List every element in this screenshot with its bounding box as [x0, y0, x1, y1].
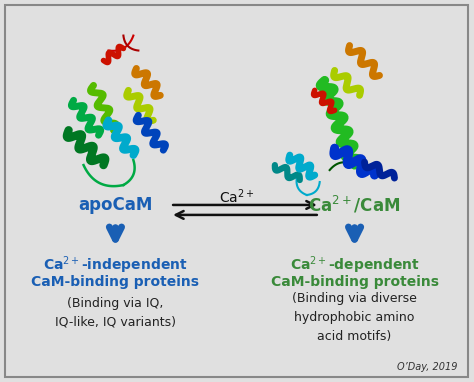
Text: Ca$^{2+}$/CaM: Ca$^{2+}$/CaM	[309, 194, 401, 215]
Text: CaM-binding proteins: CaM-binding proteins	[271, 275, 438, 289]
Text: (Binding via IQ,
IQ-like, IQ variants): (Binding via IQ, IQ-like, IQ variants)	[55, 296, 176, 329]
Text: Ca$^{2+}$-independent: Ca$^{2+}$-independent	[43, 254, 188, 275]
Text: Ca$^{2+}$: Ca$^{2+}$	[219, 188, 255, 206]
Text: Ca$^{2+}$-dependent: Ca$^{2+}$-dependent	[290, 254, 419, 275]
Text: CaM-binding proteins: CaM-binding proteins	[31, 275, 200, 289]
Text: (Binding via diverse
hydrophobic amino
acid motifs): (Binding via diverse hydrophobic amino a…	[292, 292, 417, 343]
FancyBboxPatch shape	[5, 5, 468, 377]
Text: O’Day, 2019: O’Day, 2019	[397, 363, 457, 372]
Text: apoCaM: apoCaM	[78, 196, 153, 214]
